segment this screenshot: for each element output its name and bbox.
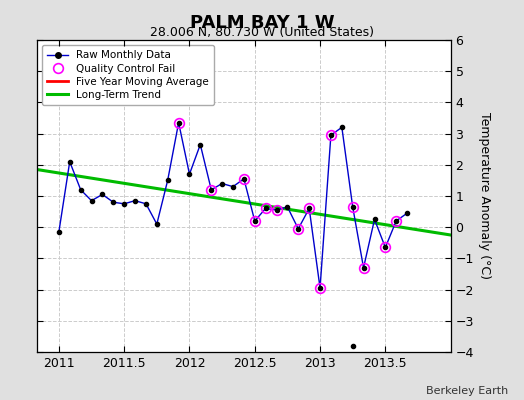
Legend: Raw Monthly Data, Quality Control Fail, Five Year Moving Average, Long-Term Tren: Raw Monthly Data, Quality Control Fail, … — [42, 45, 214, 105]
Text: 28.006 N, 80.730 W (United States): 28.006 N, 80.730 W (United States) — [150, 26, 374, 39]
Y-axis label: Temperature Anomaly (°C): Temperature Anomaly (°C) — [477, 112, 490, 280]
Text: Berkeley Earth: Berkeley Earth — [426, 386, 508, 396]
Text: PALM BAY 1 W: PALM BAY 1 W — [190, 14, 334, 32]
